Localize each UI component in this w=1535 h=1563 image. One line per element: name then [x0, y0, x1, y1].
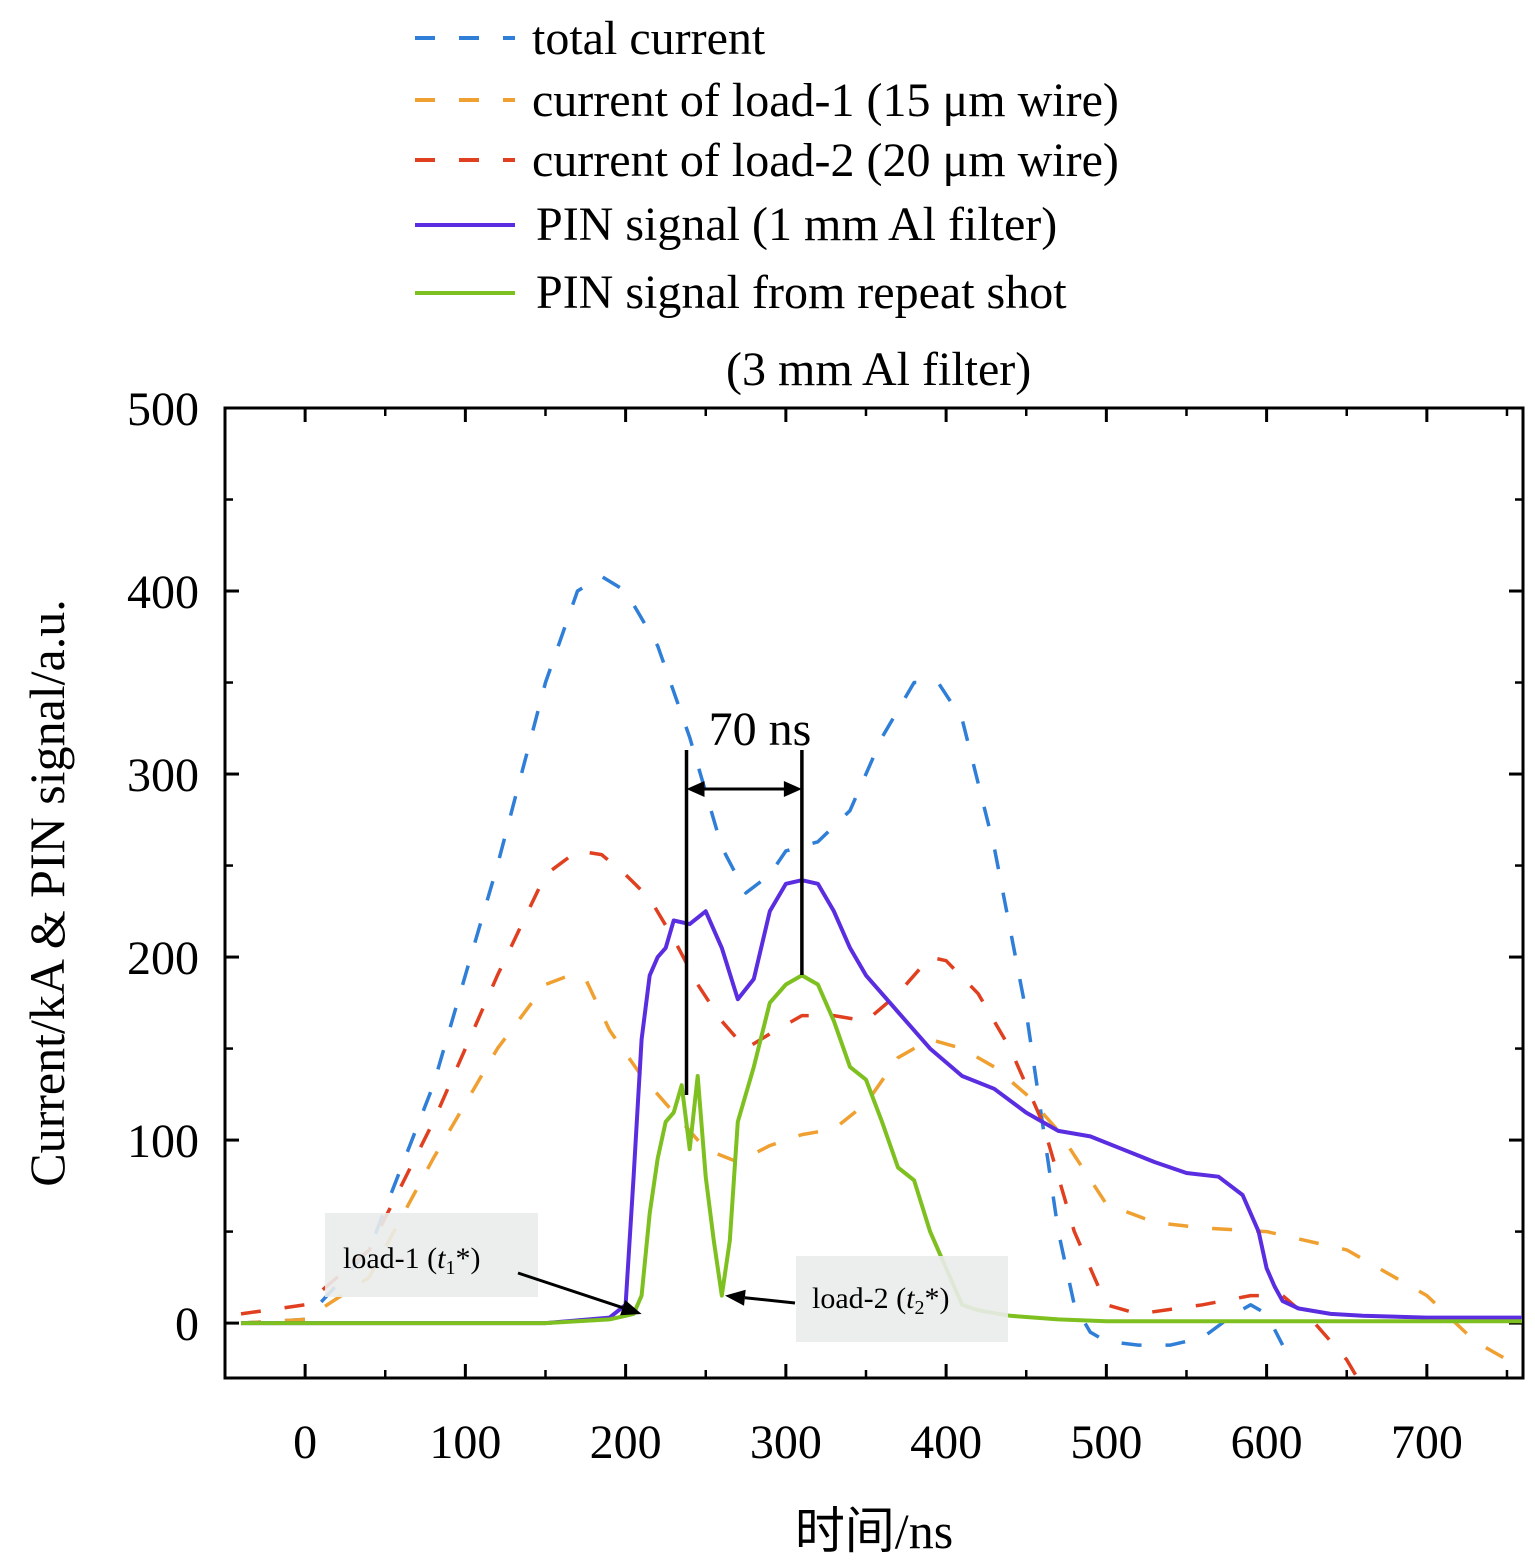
- plot-frame: [223, 406, 1525, 1380]
- load1-label-box: [325, 1213, 538, 1297]
- x-tick-label: 700: [1391, 1416, 1463, 1469]
- y-tick-label: 400: [127, 566, 199, 619]
- load1-arrow: [517, 1271, 624, 1310]
- y-axis: 0 100 200 300 400 500: [127, 383, 1523, 1351]
- series-pin1: [241, 878, 1522, 1326]
- y-tick-label: 100: [127, 1115, 199, 1168]
- legend-label-load1: current of load-1 (15 μm wire): [532, 74, 1119, 127]
- x-tick-label: 100: [429, 1416, 501, 1469]
- x-tick-label: 400: [910, 1416, 982, 1469]
- x-tick-label: 600: [1231, 1416, 1303, 1469]
- load2-label: load-2 (t2*): [812, 1282, 949, 1319]
- y-tick-label: 500: [127, 383, 199, 436]
- gap-arrowhead-right: [783, 781, 802, 797]
- legend-label-pin1: PIN signal (1 mm Al filter): [536, 198, 1057, 251]
- legend: total current current of load-1 (15 μm w…: [415, 12, 1119, 396]
- load1-arrowhead: [620, 1300, 642, 1316]
- series-layer: [240, 574, 1522, 1377]
- load2-arrowhead: [724, 1289, 746, 1306]
- y-tick-label: 300: [127, 749, 199, 802]
- legend-label-pin3: PIN signal from repeat shot: [536, 266, 1067, 319]
- y-tick-label: 0: [175, 1298, 199, 1351]
- legend-label-total: total current: [532, 12, 766, 65]
- y-tick-label: 200: [127, 932, 199, 985]
- y-axis-title: Current/kA & PIN signal/a.u.: [19, 599, 75, 1186]
- legend-label-pin3-continuation: (3 mm Al filter): [726, 343, 1031, 396]
- load2-label-box: [796, 1256, 1008, 1342]
- x-axis: 0 100 200 300 400 500 600 700: [223, 408, 1509, 1469]
- gap-arrowhead-left: [686, 781, 705, 797]
- x-tick-label: 300: [750, 1416, 822, 1469]
- load2-arrow: [744, 1296, 796, 1305]
- gap-label: 70 ns: [709, 703, 812, 756]
- series-pin3: [241, 973, 1522, 1326]
- legend-label-load2: current of load-2 (20 μm wire): [532, 134, 1119, 187]
- x-axis-title: 时间/ns: [795, 1503, 953, 1559]
- x-tick-label: 200: [590, 1416, 662, 1469]
- x-tick-label: 0: [293, 1416, 317, 1469]
- annotations: 70 ns load-1 (t1*) load-2 (t2*): [325, 703, 1008, 1342]
- series-load2: [240, 849, 1359, 1377]
- load1-label: load-1 (t1*): [343, 1242, 480, 1279]
- x-tick-label: 500: [1070, 1416, 1142, 1469]
